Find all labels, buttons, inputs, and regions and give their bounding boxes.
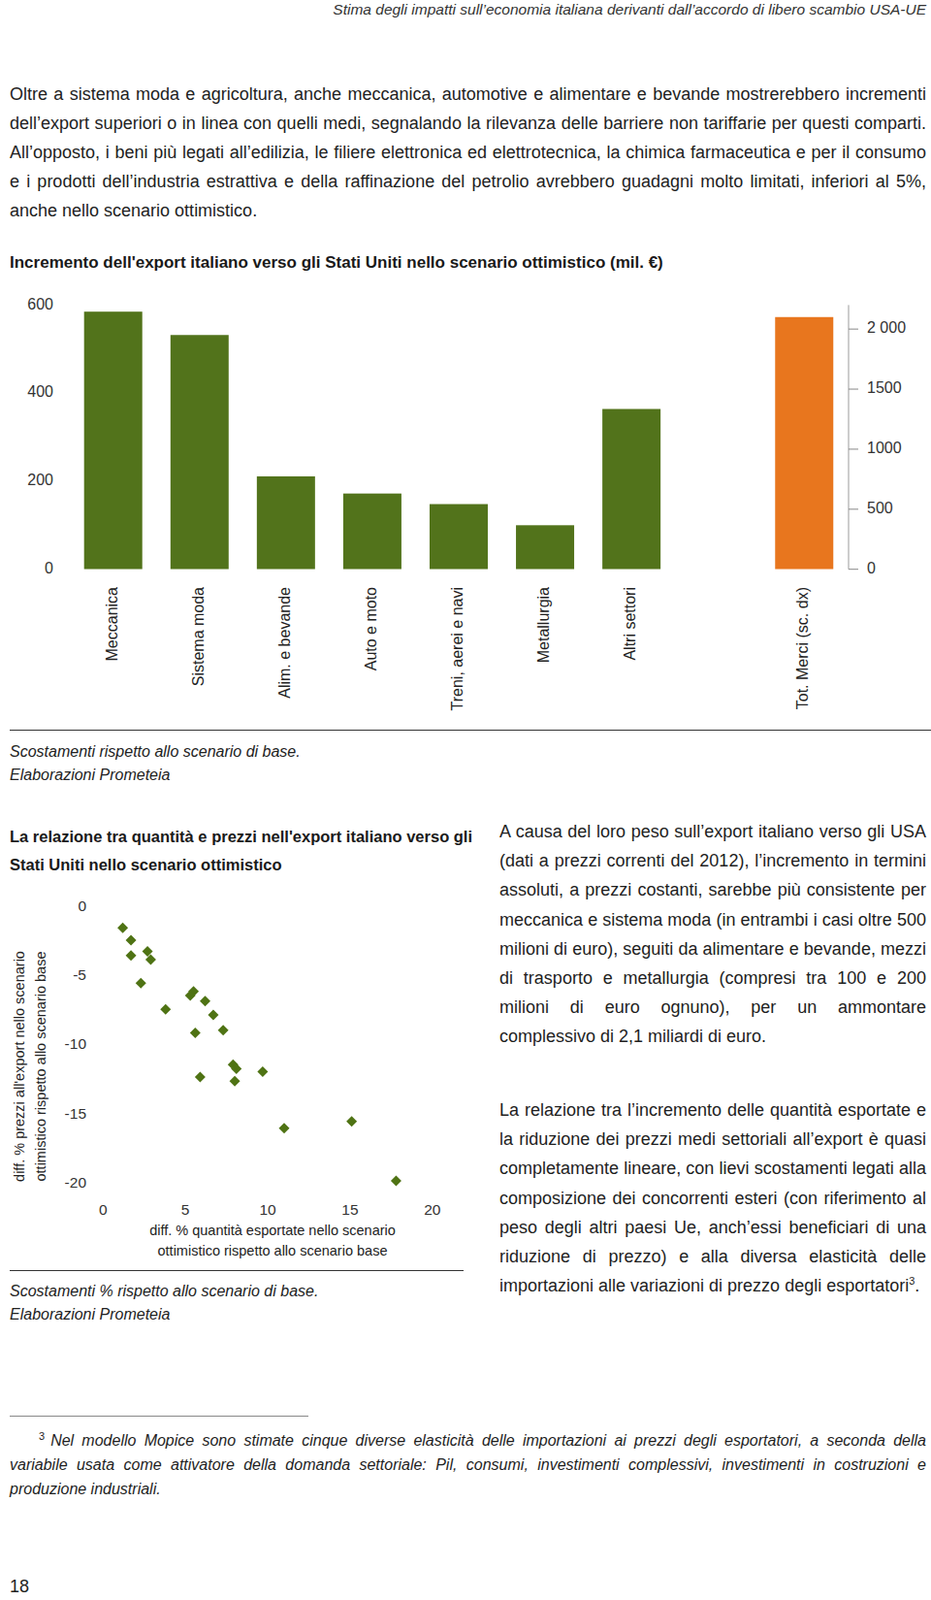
y-tick-label: 600 xyxy=(27,295,54,313)
y2-tick-label: 1500 xyxy=(866,379,902,396)
bar xyxy=(170,334,229,569)
y-tick-label: -15 xyxy=(64,1104,87,1122)
point xyxy=(160,1003,171,1015)
point xyxy=(185,990,196,1001)
point xyxy=(194,1071,206,1083)
footnote-ref: 3 xyxy=(908,1274,915,1286)
paragraph-text: La relazione tra l’incremento delle quan… xyxy=(499,1099,927,1295)
y2-tick-label: 1000 xyxy=(866,439,902,456)
point xyxy=(278,1122,289,1133)
bar xyxy=(774,317,834,570)
x-tick-label: 10 xyxy=(258,1200,277,1218)
x-tick-label: 5 xyxy=(181,1200,191,1218)
x-tick-label: 20 xyxy=(423,1200,442,1218)
point xyxy=(207,1008,219,1020)
footnote: 3Nel modello Mopice sono stimate cinque … xyxy=(9,1427,927,1502)
point xyxy=(145,953,157,964)
paragraph-text: . xyxy=(914,1275,920,1295)
charts-canvas: Meccanica Sistema moda Alim. e bevande Auto… xyxy=(0,0,931,1600)
intro-paragraph: Oltre a sistema moda e agricoltura, anch… xyxy=(9,79,927,225)
bar xyxy=(343,493,402,570)
y-tick-label: 0 xyxy=(77,897,87,914)
bar xyxy=(602,409,661,570)
page: Meccanica Sistema moda Alim. e bevande Auto… xyxy=(0,0,931,1600)
rule xyxy=(9,729,931,731)
y2-axis-line xyxy=(848,304,850,569)
point xyxy=(199,995,211,1006)
running-header: Stima degli impatti sull’economia italia… xyxy=(332,0,927,19)
y-axis-label: diff. % prezzi all'export nello scenario xyxy=(11,950,28,1182)
point xyxy=(390,1174,402,1186)
y2-tick xyxy=(848,388,859,390)
chart-note: Elaborazioni Prometeia xyxy=(9,1302,170,1326)
point xyxy=(135,977,147,989)
category-label: Auto e moto xyxy=(362,586,380,671)
category-label: Alim. e bevande xyxy=(276,586,293,699)
chart-note: Scostamenti rispetto allo scenario di ba… xyxy=(9,739,301,764)
x-axis-label: diff. % quantità esportate nello scenari… xyxy=(149,1221,396,1238)
category-label: Treni, aerei e navi xyxy=(449,586,466,710)
category-label: Meccanica xyxy=(103,586,121,662)
body-paragraph: A causa del loro peso sull’export italia… xyxy=(499,816,927,1052)
point xyxy=(117,922,129,933)
point xyxy=(346,1115,357,1126)
y2-tick xyxy=(848,328,859,330)
y2-tick xyxy=(848,508,859,510)
y-tick-label: -10 xyxy=(64,1034,88,1052)
footnote-marker: 3 xyxy=(38,1429,45,1442)
y2-tick-label: 500 xyxy=(866,499,894,516)
point xyxy=(229,1075,241,1087)
y-tick-label: 0 xyxy=(44,559,54,577)
point xyxy=(256,1065,268,1077)
body-paragraph: La relazione tra l’incremento delle quan… xyxy=(499,1094,927,1300)
y2-tick xyxy=(848,568,859,570)
bar xyxy=(515,524,575,569)
chart-title: La relazione tra quantità e prezzi nell'… xyxy=(9,822,474,879)
footnote-text: Nel modello Mopice sono stimate cinque d… xyxy=(9,1431,927,1497)
chart-note: Scostamenti % rispetto allo scenario di … xyxy=(9,1279,319,1303)
point xyxy=(230,1062,242,1074)
y2-tick-label: 2 000 xyxy=(866,319,906,336)
y-axis-label: ottimistico rispetto allo scenario base xyxy=(32,951,49,1182)
x-tick-label: 15 xyxy=(341,1200,358,1218)
y2-tick-label: 0 xyxy=(866,559,876,577)
y-tick-label: 400 xyxy=(27,383,54,400)
page-number: 18 xyxy=(9,1575,30,1597)
x-axis-label: ottimistico rispetto allo scenario base xyxy=(158,1242,388,1258)
category-label: Altri settori xyxy=(621,586,639,661)
bars xyxy=(84,311,835,569)
bar xyxy=(256,476,316,570)
x-tick-label: 0 xyxy=(98,1200,108,1218)
y-tick-label: 200 xyxy=(27,471,54,488)
bar xyxy=(84,311,143,569)
point xyxy=(218,1024,229,1035)
footnote-rule xyxy=(9,1414,309,1416)
category-label: Metallurgia xyxy=(535,586,552,663)
chart-note: Elaborazioni Prometeia xyxy=(9,763,170,787)
point xyxy=(126,934,137,946)
bar xyxy=(429,504,488,570)
point xyxy=(126,949,137,961)
point xyxy=(190,1027,201,1038)
points xyxy=(117,922,402,1187)
chart-title: Incremento dell'export italiano verso gl… xyxy=(9,252,664,274)
category-label: Sistema moda xyxy=(190,586,207,686)
y2-tick xyxy=(848,448,859,450)
category-label: Tot. Merci (sc. dx) xyxy=(794,586,811,709)
y-tick-label: -20 xyxy=(64,1173,88,1190)
y-tick-label: -5 xyxy=(72,965,87,983)
rule xyxy=(9,1269,464,1271)
